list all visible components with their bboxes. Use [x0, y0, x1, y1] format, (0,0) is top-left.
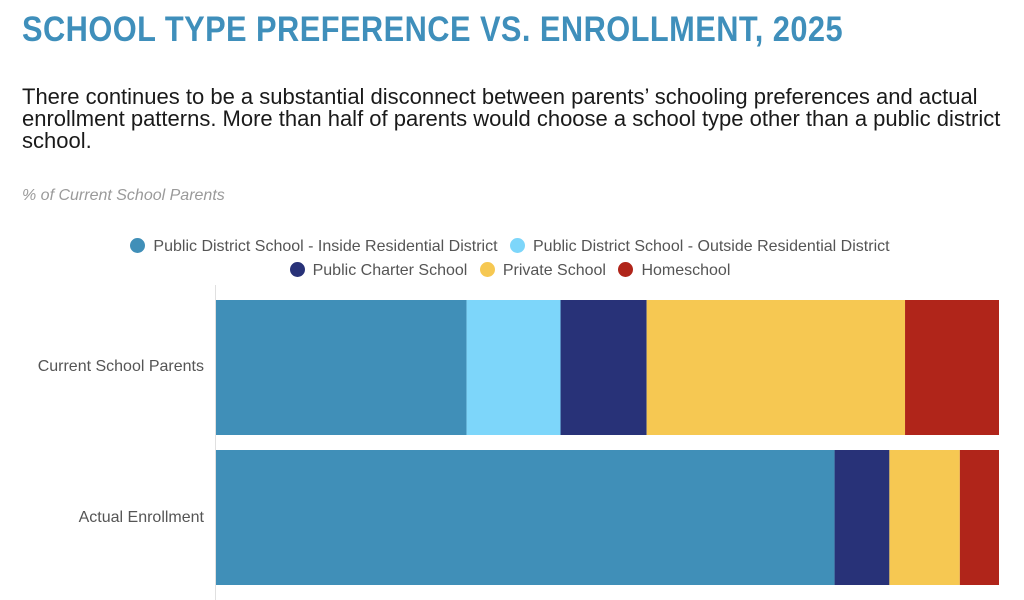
- unit-label: % of Current School Parents: [22, 187, 225, 204]
- bar-segment-1-3: [889, 450, 960, 585]
- bars-group: [216, 300, 999, 585]
- legend-label: Homeschool: [641, 262, 731, 279]
- bar-segment-1-0: [216, 450, 835, 585]
- legend-label: Private School: [502, 262, 606, 279]
- category-label-actual-enrollment: Actual Enrollment: [79, 509, 205, 526]
- legend-item-homeschool: Homeschool: [618, 262, 730, 280]
- bar-segment-0-2: [560, 300, 647, 435]
- chart-title: SCHOOL TYPE PREFERENCE VS. ENROLLMENT, 2…: [22, 10, 844, 49]
- legend-item-outside-district: Public District School - Outside Residen…: [510, 238, 890, 256]
- bar-segment-0-1: [466, 300, 561, 435]
- legend-dot-homeschool: [618, 262, 634, 277]
- legend-item-private: Private School: [479, 262, 606, 280]
- legend-label: Public District School - Outside Residen…: [533, 238, 890, 255]
- bar-segment-0-3: [646, 300, 906, 435]
- legend-row-1: Public District School - Inside Resident…: [0, 238, 1022, 256]
- legend-label: Public District School - Inside Resident…: [153, 238, 498, 255]
- legend-item-inside-district: Public District School - Inside Resident…: [130, 238, 498, 256]
- legend-dot-outside-district: [510, 238, 525, 253]
- bar-segment-1-2: [834, 450, 890, 585]
- legend-dot-private: [479, 262, 495, 277]
- legend-dot-inside-district: [130, 238, 146, 253]
- legend-row-2: Public Charter School Private School Hom…: [0, 262, 1022, 280]
- bar-segment-0-4: [905, 300, 999, 435]
- chart-subtitle: There continues to be a substantial disc…: [22, 84, 1001, 153]
- legend-item-charter: Public Charter School: [289, 262, 468, 280]
- bar-segment-0-0: [216, 300, 467, 435]
- category-label-current-parents: Current School Parents: [38, 358, 204, 375]
- legend-label: Public Charter School: [312, 262, 468, 279]
- bar-segment-1-4: [959, 450, 999, 585]
- legend-dot-charter: [289, 262, 305, 277]
